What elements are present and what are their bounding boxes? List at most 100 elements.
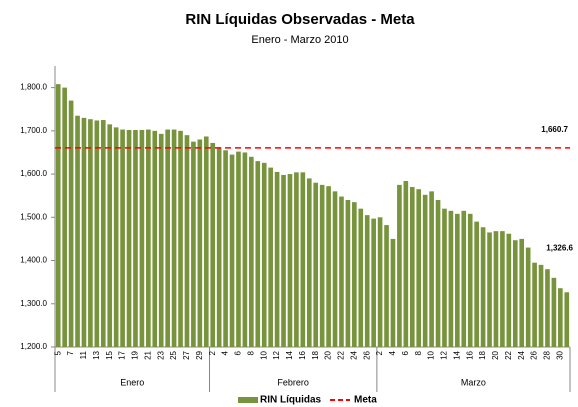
bar: [416, 189, 422, 347]
x-tick-label: 17: [118, 350, 127, 359]
x-tick-label: 26: [530, 350, 539, 359]
y-tick-label: 1,800.0: [20, 83, 47, 92]
bar: [300, 172, 306, 347]
bar: [94, 120, 100, 348]
x-tick-label: 28: [543, 350, 552, 359]
bar: [519, 238, 525, 347]
x-tick-label: 4: [221, 350, 230, 355]
x-tick-label: 20: [491, 350, 500, 359]
x-tick-label: 10: [427, 350, 436, 359]
x-tick-label: 27: [182, 350, 191, 359]
bar: [294, 172, 299, 347]
bar: [313, 182, 319, 347]
x-tick-label: 13: [92, 350, 101, 359]
x-tick-label: 2: [375, 350, 384, 355]
bar: [326, 186, 331, 347]
bar: [274, 171, 280, 347]
bar: [306, 178, 312, 347]
bar: [120, 129, 125, 347]
bar: [281, 174, 286, 347]
bar: [371, 218, 376, 347]
x-tick-label: 6: [234, 350, 243, 355]
group-label: Enero: [120, 377, 144, 387]
x-tick-label: 16: [298, 350, 307, 359]
bar: [107, 124, 113, 347]
x-tick-label: 16: [465, 350, 474, 359]
bar: [558, 288, 563, 347]
bar: [113, 127, 119, 347]
x-tick-label: 8: [414, 350, 423, 355]
bar: [397, 184, 402, 347]
bar: [152, 130, 158, 347]
legend-label: RIN Líquidas: [260, 395, 322, 406]
bar: [249, 156, 254, 347]
x-tick-label: 11: [79, 350, 88, 359]
x-tick-label: 12: [272, 350, 281, 359]
bar: [455, 213, 460, 347]
bar: [500, 231, 505, 347]
bar: [100, 120, 106, 348]
x-tick-label: 10: [259, 350, 268, 359]
x-tick-label: 12: [440, 350, 449, 359]
legend-swatch: [238, 397, 258, 403]
bar: [474, 221, 479, 347]
bar: [223, 150, 228, 347]
y-tick-label: 1,400.0: [20, 256, 47, 265]
bar: [68, 100, 74, 347]
bar: [171, 129, 177, 347]
bar: [487, 232, 492, 347]
bar: [62, 87, 67, 347]
bar: [448, 210, 454, 347]
bar: [229, 154, 235, 347]
x-tick-label: 8: [246, 350, 255, 355]
chart-subtitle: Enero - Marzo 2010: [251, 34, 348, 46]
bar: [467, 213, 473, 347]
bar: [178, 130, 183, 347]
bar: [133, 129, 138, 347]
bar: [139, 129, 145, 347]
bar: [210, 142, 216, 347]
bar: [532, 262, 537, 347]
bar: [493, 231, 499, 347]
group-label: Marzo: [461, 377, 486, 387]
bar: [126, 129, 132, 347]
bar: [506, 233, 512, 347]
bar: [525, 247, 531, 347]
bar: [435, 200, 441, 347]
bar: [429, 191, 434, 347]
y-tick-label: 1,300.0: [20, 299, 47, 308]
bar: [184, 135, 190, 347]
bar: [352, 202, 357, 347]
bar: [236, 151, 241, 347]
x-tick-label: 19: [131, 350, 140, 359]
x-tick-label: 25: [169, 350, 178, 359]
bar: [538, 264, 544, 347]
x-tick-label: 23: [156, 350, 165, 359]
bar: [75, 115, 80, 347]
bar: [384, 225, 389, 347]
bar: [216, 147, 222, 347]
bar: [390, 238, 396, 347]
y-tick-label: 1,700.0: [20, 126, 47, 135]
bar: [422, 194, 428, 347]
x-tick-label: 14: [285, 350, 294, 359]
bar: [197, 139, 203, 347]
chart-title: RIN Líquidas Observadas - Meta: [185, 11, 415, 28]
bar: [158, 133, 164, 347]
bar: [191, 141, 196, 347]
x-tick-label: 5: [53, 350, 62, 355]
bar: [551, 277, 557, 347]
x-tick-label: 18: [478, 350, 487, 359]
annotation: 1,326.6: [546, 243, 573, 252]
bar: [287, 174, 293, 347]
bar: [332, 191, 338, 347]
x-tick-label: 26: [362, 350, 371, 359]
bar: [165, 129, 170, 347]
bar: [409, 187, 415, 347]
x-tick-label: 7: [66, 350, 75, 355]
bar: [512, 240, 518, 347]
x-tick-label: 2: [208, 350, 217, 355]
group-label: Febrero: [277, 377, 309, 387]
